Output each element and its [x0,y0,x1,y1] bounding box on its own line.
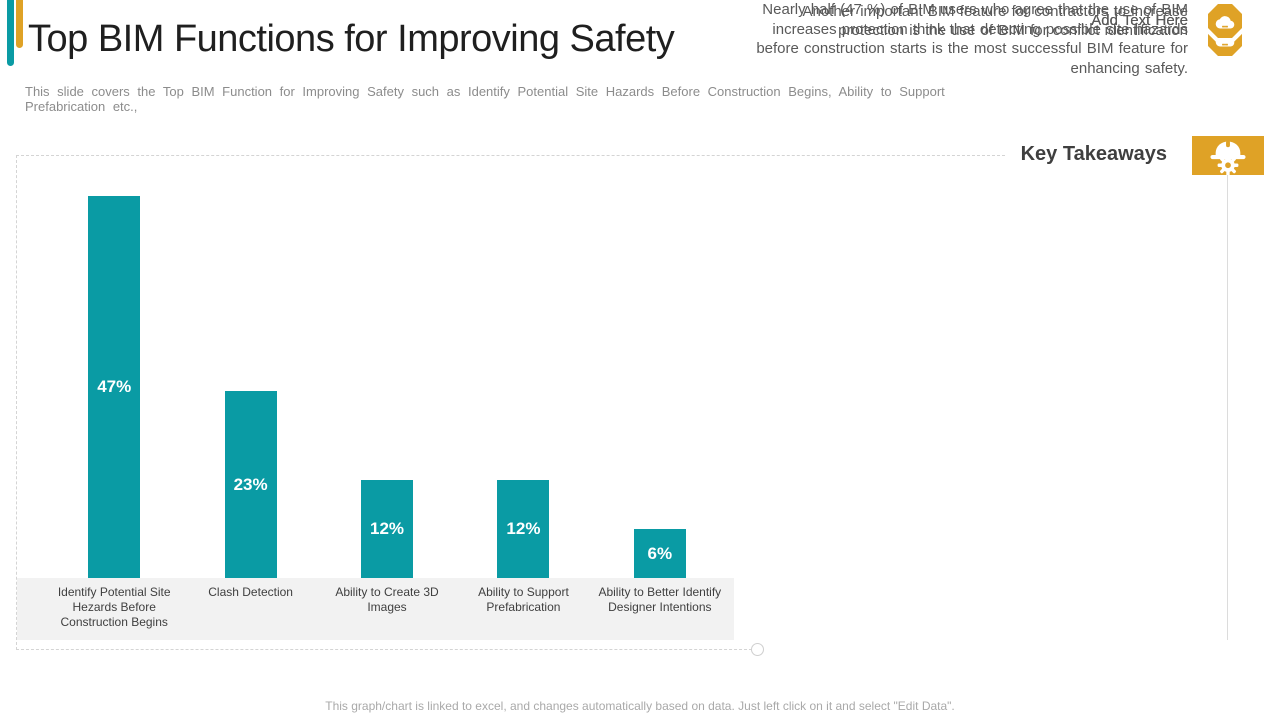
safety-helmet-icon [1192,136,1264,175]
bar-value-label: 12% [506,519,541,538]
bar-column: 12% [319,155,455,578]
bar[interactable]: 47% [88,196,141,578]
excel-link-note: This graph/chart is linked to excel, and… [325,699,955,713]
bar-value-label: 47% [97,377,132,396]
bar[interactable]: 12% [361,480,414,578]
dashed-divider-line [16,155,1005,156]
add-text-placeholder[interactable]: Add Text Here [1091,12,1188,30]
bar[interactable]: 23% [224,391,277,578]
category-label: Identify Potential Site Hezards Before C… [57,585,171,629]
bar-column: 12% [455,155,591,578]
teal-accent-bar [7,0,14,66]
takeaway-item: Nearly half (47 %) of BIM users who agre… [746,0,1246,78]
bars-row: 47% 23% 12% 12% 6% [46,155,728,578]
page-title: Top BIM Functions for Improving Safety [28,18,675,60]
bar[interactable]: 12% [497,480,550,578]
bar-value-label: 23% [233,474,268,494]
category-labels-row: Identify Potential Site Hezards Before C… [46,578,728,640]
bar-column: 23% [182,155,318,578]
key-takeaways-heading: Key Takeaways [1020,143,1167,165]
bar-value-label: 6% [647,543,673,563]
bar-column: 6% [592,155,728,578]
takeaway-item: Add Text Here [746,0,1246,42]
category-axis-strip [17,578,734,640]
add-text-placeholder[interactable]: Add Text Here [1091,12,1188,30]
connector-handle[interactable] [751,643,764,656]
category-label: Clash Detection [208,585,293,599]
bar-chart[interactable]: 47% 23% 12% 12% 6% Identify Potential Site H… [16,155,764,656]
bar-column: 47% [46,155,182,578]
category-label: Ability to Better Identify Designer Inte… [598,585,722,614]
bar[interactable]: 6% [633,529,686,578]
add-text-placeholder[interactable]: Add Text Here [1091,12,1188,30]
takeaway-text: Another important BIM feature for contra… [802,2,1188,40]
cloud-icon [1204,0,1246,42]
slide-subtitle: This slide covers the Top BIM Function f… [25,84,945,114]
category-label: Ability to Support Prefabrication [478,585,569,614]
takeaway-text: Nearly half (47 %) of BIM users who agre… [756,1,1188,77]
category-label: Ability to Create 3D Images [335,585,439,614]
gold-accent-bar [16,0,23,48]
bar-value-label: 12% [370,519,405,538]
timeline-line [1227,175,1228,640]
